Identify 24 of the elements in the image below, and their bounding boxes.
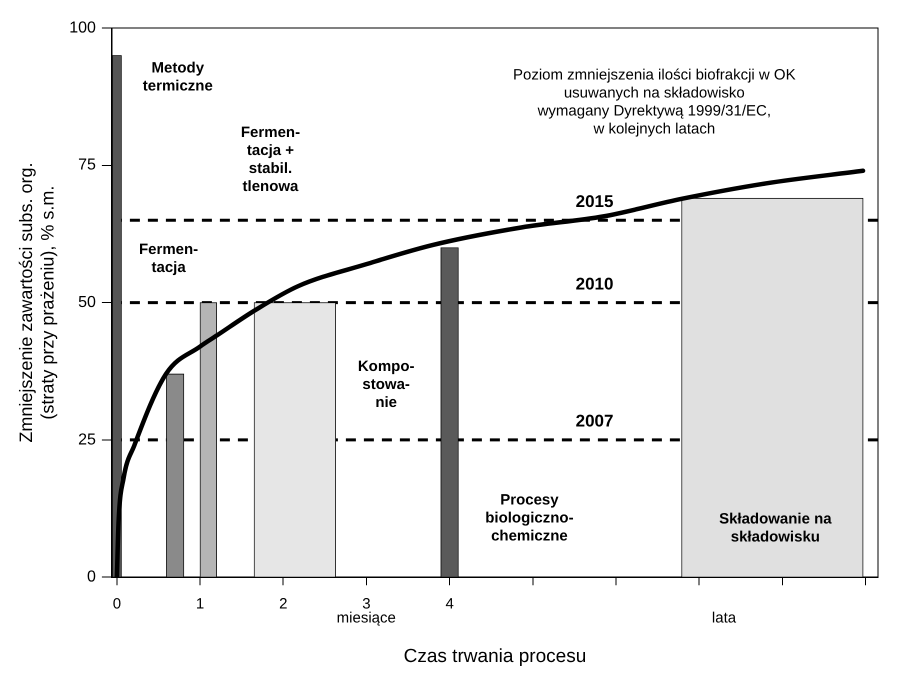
- x-tick-label: 0: [112, 595, 122, 612]
- y-axis-title: Zmniejszenie zawartości subs. org. (straty przy prażeniu), % s.m.: [16, 162, 58, 443]
- annotation: 2007: [576, 412, 614, 431]
- y-tick-label: 75: [78, 156, 96, 174]
- y-tick-label: 0: [86, 568, 96, 586]
- text: miesiące: [336, 610, 396, 627]
- annotation: Procesy biologiczno- chemiczne: [485, 492, 574, 545]
- x-axis-title: Czas trwania procesu: [404, 646, 586, 667]
- annotation: Fermen- tacja + stabil. tlenowa: [240, 124, 300, 195]
- annotation: Fermen- tacja: [138, 240, 198, 276]
- annotation: Składowanie na składowisku: [719, 510, 832, 546]
- annotation: 2015: [576, 192, 614, 211]
- y-tick-label: 50: [78, 294, 96, 312]
- annotation: Poziom zmniejszenia ilości biofrakcji w OK usuwanych na składowisko wymagany Dyrektywą 1999/31/EC, w kolejnych latach: [513, 66, 796, 138]
- x-tick-label: 3: [362, 595, 371, 612]
- annotation: Kompo- stowa- nie: [358, 358, 414, 412]
- y-tick-label: 25: [78, 431, 96, 448]
- x-tick-label: 2: [279, 595, 288, 612]
- text: lata: [712, 610, 737, 627]
- annotation: 2010: [576, 274, 614, 294]
- annotation: Metody termiczne: [142, 60, 213, 95]
- y-tick-label: 100: [69, 19, 96, 36]
- x-tick-label: 4: [445, 595, 454, 612]
- x-tick-label: 1: [196, 595, 204, 612]
